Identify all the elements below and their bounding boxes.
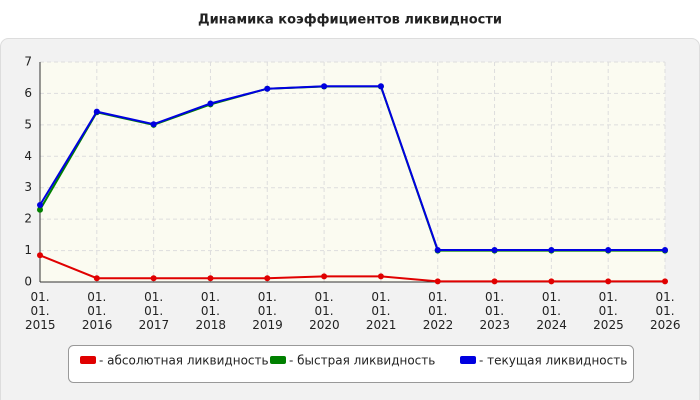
legend-swatch xyxy=(80,356,96,364)
point xyxy=(662,278,668,285)
legend-label: - быстрая ликвидность xyxy=(289,354,435,368)
point xyxy=(207,100,214,107)
point xyxy=(605,246,612,253)
point xyxy=(207,275,214,282)
point xyxy=(548,246,555,253)
x-tick-label: 01. 01. 2018 xyxy=(195,290,226,332)
x-tick-label: 01. 01. 2026 xyxy=(650,290,681,332)
series-line xyxy=(39,254,665,283)
point xyxy=(321,83,328,90)
point xyxy=(37,206,43,213)
point xyxy=(491,278,498,285)
point xyxy=(264,275,271,282)
y-tick-label: 5 xyxy=(24,117,32,131)
point xyxy=(321,273,328,280)
y-tick-label: 7 xyxy=(24,55,32,69)
y-tick-label: 1 xyxy=(24,243,32,257)
point xyxy=(548,278,555,285)
point xyxy=(377,273,384,280)
point xyxy=(605,278,612,285)
x-tick-label: 01. 01. 2016 xyxy=(81,290,113,332)
chart-title: Динамика коэффициентов ликвидности xyxy=(198,13,502,28)
point xyxy=(150,275,157,282)
legend-swatch xyxy=(270,356,286,364)
plot-area xyxy=(40,62,665,282)
point xyxy=(264,85,271,92)
x-tick-label: 01. 01. 2021 xyxy=(365,290,397,332)
x-tick-label: 01. 01. 2019 xyxy=(252,290,283,332)
legend-swatch xyxy=(460,356,476,364)
point xyxy=(37,202,43,208)
x-tick-label: 01. 01. 2023 xyxy=(479,290,511,332)
legend-label: - текущая ликвидность xyxy=(479,354,627,368)
x-tick-label: 01. 01. 2025 xyxy=(593,290,624,332)
x-tick-label: 01. 01. 2024 xyxy=(536,290,567,332)
point xyxy=(662,246,668,253)
point xyxy=(491,246,498,253)
x-tick-label: 01. 01. 2015 xyxy=(25,290,56,332)
x-tick-label: 01. 01. 2022 xyxy=(422,290,454,332)
point xyxy=(434,278,441,285)
point xyxy=(93,108,100,115)
y-tick-label: 0 xyxy=(24,275,32,289)
legend xyxy=(68,345,634,383)
point xyxy=(150,121,157,128)
legend-label: - абсолютная ликвидность xyxy=(99,354,269,368)
x-tick-label: 01. 01. 2017 xyxy=(138,290,170,332)
point xyxy=(37,252,43,259)
y-tick-label: 4 xyxy=(24,149,32,163)
y-tick-label: 3 xyxy=(24,180,32,194)
series-line xyxy=(39,85,665,251)
point xyxy=(93,275,100,282)
y-tick-label: 6 xyxy=(24,86,32,100)
point xyxy=(377,83,384,90)
x-tick-label: 01. 01. 2020 xyxy=(309,290,340,332)
y-tick-label: 2 xyxy=(24,212,32,226)
point xyxy=(434,246,441,253)
